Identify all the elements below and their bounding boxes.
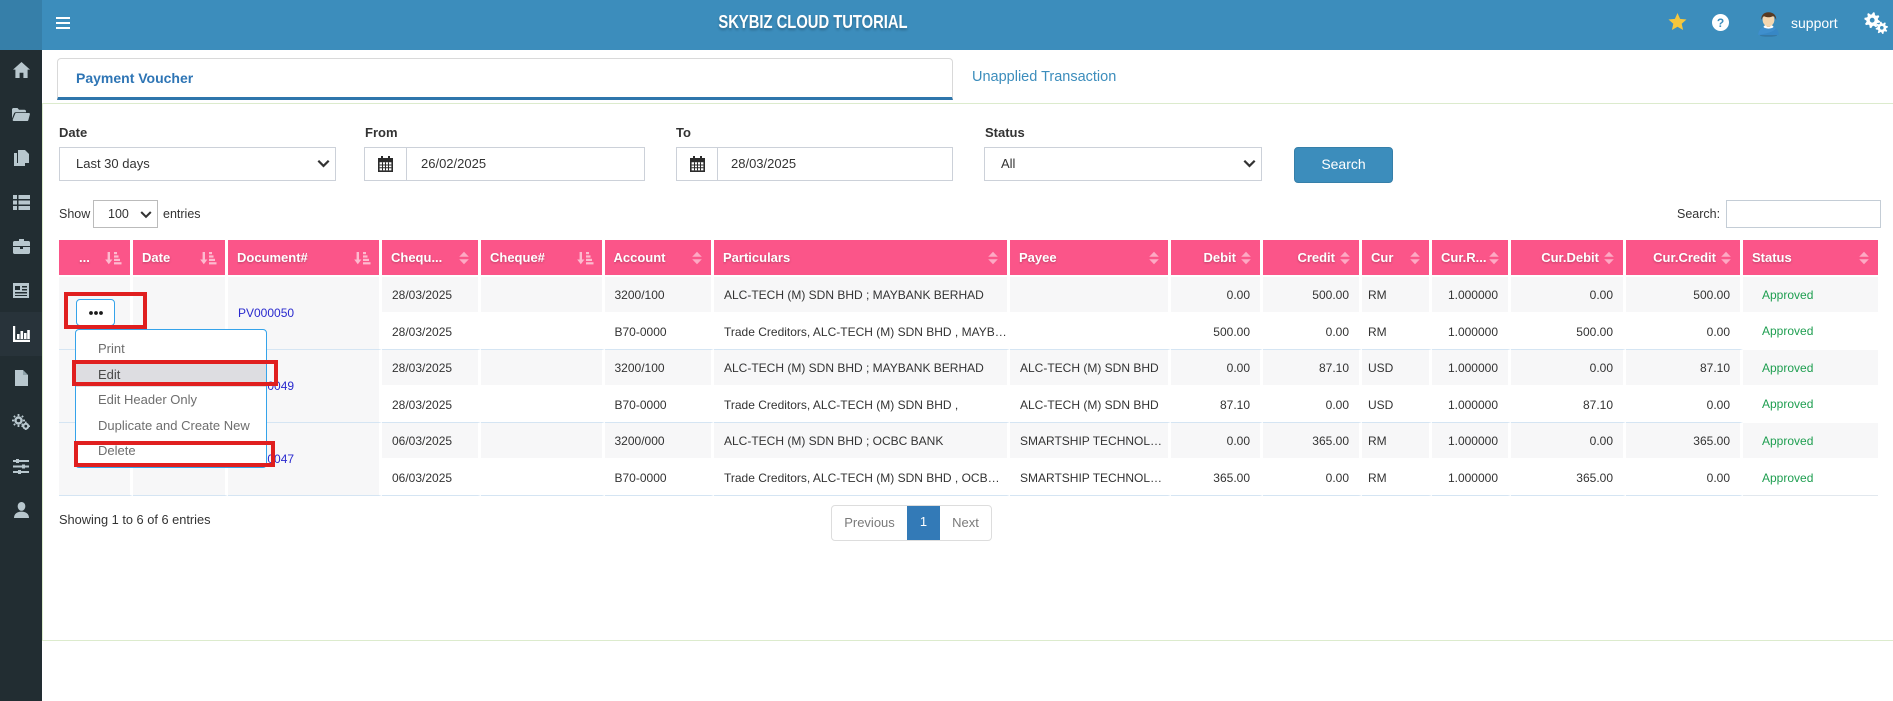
svg-text:?: ? (1717, 16, 1724, 30)
